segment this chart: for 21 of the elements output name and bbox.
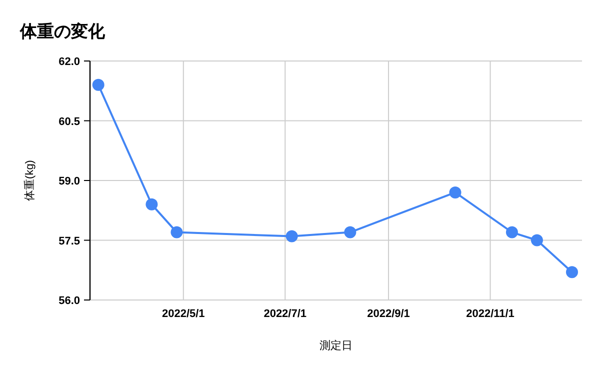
point — [92, 78, 104, 91]
point — [506, 226, 518, 238]
x-tick-label: 2022/9/1 — [367, 308, 410, 320]
x-tick-label: 2022/5/1 — [162, 308, 205, 320]
y-tick-label: 59.0 — [58, 176, 80, 188]
y-tick-label: 60.5 — [58, 116, 80, 128]
point — [530, 234, 543, 246]
y-tick-label: 62.0 — [58, 56, 80, 68]
point — [286, 230, 298, 242]
point — [344, 226, 356, 238]
y-tick-label: 56.0 — [58, 295, 80, 307]
x-tick-label: 2022/7/1 — [264, 308, 307, 320]
point — [146, 198, 158, 210]
x-tick-label: 2022/11/1 — [466, 308, 514, 320]
point — [449, 186, 462, 198]
y-tick-label: 57.5 — [58, 235, 80, 248]
point — [170, 226, 183, 238]
x-axis-title: 測定日 — [320, 339, 352, 352]
point — [566, 266, 578, 278]
y-axis-title: 体重(kg) — [23, 160, 36, 201]
chart-title: 体重の変化 — [19, 22, 106, 41]
